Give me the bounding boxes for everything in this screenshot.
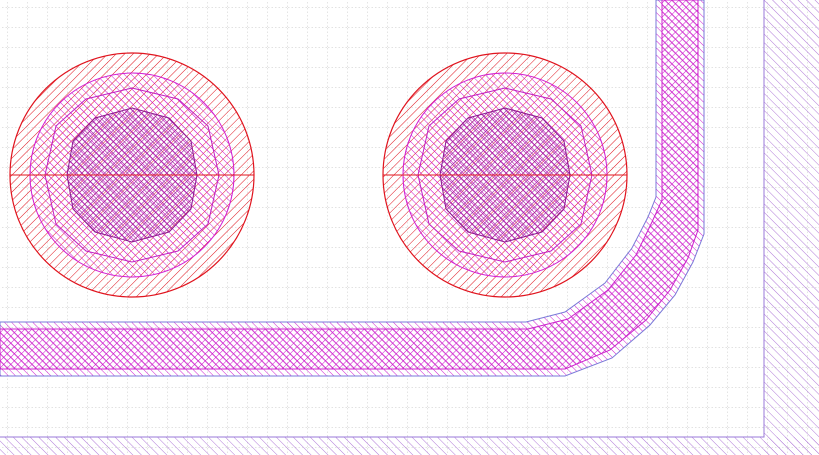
board-edge-right bbox=[764, 0, 819, 455]
board-edge-outline bbox=[0, 0, 765, 438]
via-pad-icon bbox=[9, 52, 255, 298]
via-pad-icon bbox=[382, 52, 628, 298]
copper-trace-icon bbox=[0, 0, 705, 377]
trace-core bbox=[0, 0, 699, 370]
board-edge-bottom bbox=[0, 437, 819, 455]
